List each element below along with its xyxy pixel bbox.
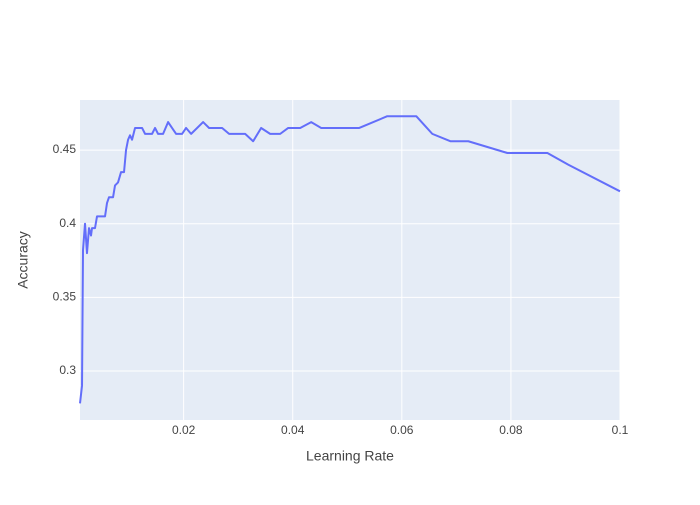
- marks: [79, 115, 621, 404]
- y-axis-title: Accuracy: [15, 231, 31, 289]
- y-tick-label: 0.4: [59, 216, 76, 230]
- x-tick-label: 0.06: [390, 423, 414, 437]
- x-tick-label: 0.02: [172, 423, 196, 437]
- line: [79, 115, 621, 404]
- y-tick-label: 0.45: [53, 142, 77, 156]
- x-tick-label: 0.04: [281, 423, 305, 437]
- plot-area: [80, 100, 620, 420]
- x-axis-title: Learning Rate: [306, 448, 394, 464]
- y-tick-label: 0.35: [53, 290, 77, 304]
- grid: [80, 100, 621, 420]
- x-tick-label: 0.08: [499, 423, 523, 437]
- y-tick-label: 0.3: [59, 363, 76, 377]
- x-tick-label: 0.1: [612, 423, 629, 437]
